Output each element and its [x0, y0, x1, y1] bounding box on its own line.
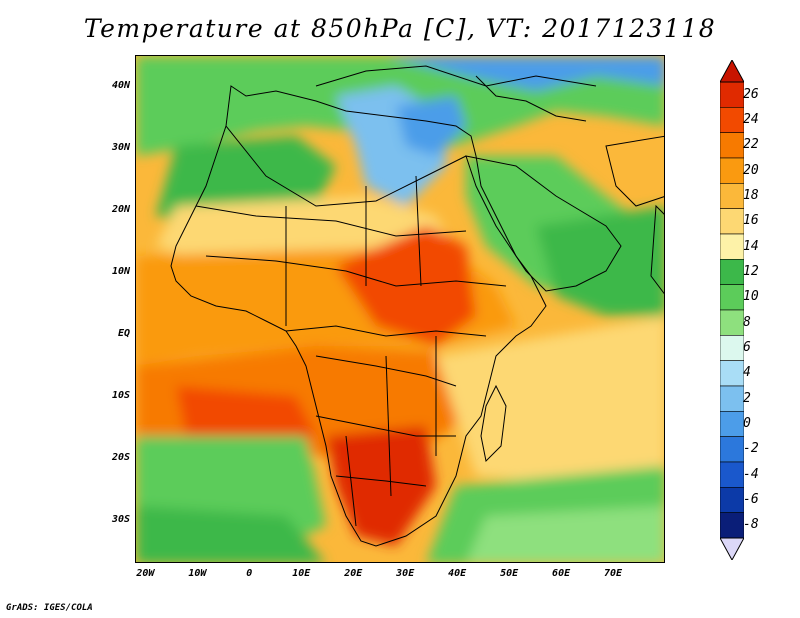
colorbar-level-label: 10 — [743, 289, 759, 305]
colorbar-swatch — [720, 411, 744, 437]
field-indian-yellow — [436, 316, 664, 486]
lat-tick-label: 10S — [111, 389, 130, 401]
colorbar-swatch — [720, 183, 744, 209]
border-11 — [385, 355, 392, 497]
lon-tick-label: 0 — [246, 568, 253, 579]
grads-credit: GrADS: IGES/COLA — [6, 603, 93, 613]
colorbar-top-arrow — [720, 60, 744, 83]
colorbar-swatch — [720, 360, 744, 387]
colorbar-level-label: -6 — [743, 492, 759, 507]
border-1 — [225, 125, 467, 207]
lon-tick-label: 20W — [136, 568, 155, 579]
colorbar-level-label: 0 — [743, 416, 751, 431]
lat-tick-label: 40N — [111, 79, 130, 91]
colorbar-swatch — [720, 208, 744, 235]
temperature-map — [135, 55, 665, 563]
field-southern-pale-green — [466, 506, 664, 562]
colorbar-swatch — [720, 81, 744, 108]
field-sudan-hot — [336, 226, 476, 346]
colorbar-level-label: 6 — [743, 340, 751, 355]
colorbar-level-label: -8 — [743, 517, 759, 533]
colorbar-swatch — [720, 309, 744, 336]
colorbar-level-label: 24 — [743, 112, 759, 127]
colorbar-swatch — [720, 259, 744, 285]
arabia-coast — [465, 155, 622, 292]
colorbar-swatches — [720, 81, 744, 539]
colorbar-swatch — [720, 107, 744, 133]
colorbar-level-label: 16 — [743, 213, 759, 229]
colorbar-level-label: 8 — [743, 314, 751, 330]
colorbar-swatch — [720, 335, 744, 361]
field-indian-green — [536, 206, 664, 316]
lat-tick-label: 10N — [111, 265, 130, 277]
lon-tick-label: 10W — [188, 568, 207, 579]
colorbar-level-label: 22 — [743, 137, 759, 153]
border-9 — [415, 175, 422, 287]
colorbar-swatch — [720, 284, 744, 311]
lon-tick-label: 50E — [500, 568, 519, 579]
colorbar-level-label: -4 — [743, 466, 759, 482]
india-coast — [650, 204, 664, 295]
colorbar-swatch — [720, 461, 744, 488]
border-3 — [205, 255, 507, 287]
lon-tick-label: 20E — [344, 568, 363, 579]
colorbar-swatch — [720, 436, 744, 463]
border-2 — [195, 205, 467, 237]
lon-tick-label: 10E — [292, 568, 311, 579]
map-svg — [136, 56, 664, 562]
colorbar — [720, 60, 744, 560]
lon-tick-label: 70E — [604, 568, 623, 579]
madagascar-coast — [480, 384, 507, 463]
field-south-green — [136, 506, 325, 562]
coastlines — [170, 65, 664, 547]
colorbar-level-label: 20 — [743, 162, 759, 178]
border-7 — [335, 475, 427, 487]
colorbar-swatch — [720, 512, 744, 539]
turkey-coast — [475, 75, 587, 122]
border-13 — [345, 435, 357, 527]
field-egypt-blue — [396, 96, 466, 156]
border-5 — [315, 355, 457, 387]
lat-tick-label: EQ — [117, 327, 130, 339]
lat-tick-label: 30N — [111, 141, 130, 153]
colorbar-swatch — [720, 157, 744, 184]
border-4 — [285, 325, 487, 337]
colorbar-level-label: 2 — [743, 390, 751, 406]
colorbar-bottom-arrow — [720, 537, 744, 560]
colorbar-swatch — [720, 487, 744, 513]
colorbar-swatch — [720, 132, 744, 159]
colorbar-level-label: 14 — [743, 238, 759, 254]
africa-coast — [170, 85, 547, 547]
lat-tick-label: 20N — [111, 203, 130, 215]
chart-title: Temperature at 850hPa [C], VT: 201712311… — [83, 14, 717, 43]
colorbar-swatch — [720, 385, 744, 412]
lat-tick-label: 30S — [111, 513, 130, 525]
iran-coast — [605, 135, 664, 207]
colorbar-level-label: 26 — [743, 86, 759, 102]
lon-tick-label: 60E — [552, 568, 571, 579]
lat-tick-label: 20S — [111, 451, 130, 463]
colorbar-swatch — [720, 233, 744, 260]
colorbar-level-label: 12 — [743, 264, 759, 279]
colorbar-level-label: 18 — [743, 188, 759, 203]
europe-coast — [315, 65, 597, 87]
lon-tick-label: 30E — [396, 568, 415, 579]
colorbar-level-label: -2 — [743, 441, 759, 457]
field-north-blue — [136, 56, 664, 91]
field-southafrica-hot — [326, 426, 436, 546]
colorbar-level-label: 4 — [743, 365, 751, 381]
lon-tick-label: 40E — [448, 568, 467, 579]
